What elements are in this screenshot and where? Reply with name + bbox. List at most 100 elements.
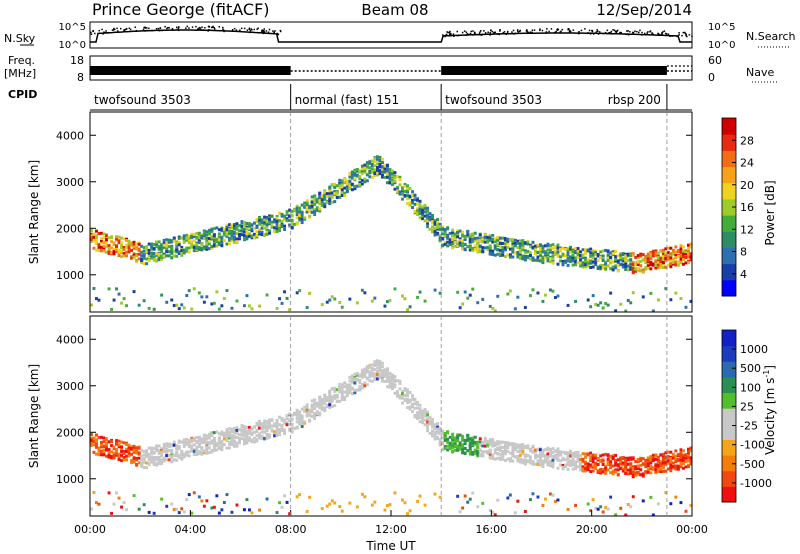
noise-search-point [678,32,680,34]
power-echo-cell [546,252,550,255]
noise-search-point [448,31,451,34]
velocity-echo-cell [160,447,164,451]
velocity-echo-cell [666,455,670,459]
power-echo-cell [205,230,209,234]
velocity-echo-cell [584,465,588,469]
velocity-echo-cell [666,467,670,471]
power-echo-cell [651,309,655,313]
noise-search-point [279,30,282,33]
noise-search-point [659,34,661,36]
noise-search-point [223,30,225,33]
velocity-echo-cell [684,457,688,461]
velocity-echo-cell [115,441,119,445]
power-echo-cell [160,243,164,247]
noise-search-point [678,34,680,36]
velocity-echo-cell [619,467,623,471]
power-echo-cell [481,297,485,301]
power-echo-cell [594,260,598,264]
velocity-echo-cell [323,398,327,402]
velocity-echo-cell [631,457,635,461]
noise-search-point [557,28,560,31]
power-echo-cell [202,230,206,234]
power-echo-cell [468,233,472,237]
power-echo-cell [626,264,630,268]
power-echo-cell [130,248,134,252]
power-echo-cell [611,268,615,272]
velocity-echo-cell [676,467,680,471]
velocity-echo-cell [483,439,487,443]
velocity-echo-cell [446,440,450,444]
power-echo-cell [110,240,114,244]
power-echo-cell [461,233,465,237]
power-echo-cell [468,248,472,252]
velocity-echo-cell [265,497,269,501]
power-echo-cell [604,302,608,305]
velocity-echo-cell [225,432,229,435]
velocity-echo-cell [320,407,324,411]
power-echo-cell [210,237,214,241]
velocity-echo-cell [491,510,495,514]
velocity-echo-cell [110,511,114,515]
power-echo-cell [313,199,317,203]
velocity-echo-cell [363,495,367,499]
frequency-label-line1: Freq. [8,54,35,67]
power-echo-cell [212,238,216,242]
velocity-echo-cell [571,457,575,461]
noise-search-point [479,31,481,33]
power-echo-cell [461,302,465,306]
power-echo-cell [674,245,678,249]
velocity-echo-cell [268,433,272,437]
velocity-echo-cell [606,457,610,461]
power-echo-cell [212,235,216,239]
velocity-echo-cell [564,458,568,462]
power-echo-cell [235,299,239,303]
noise-search-point [489,34,491,36]
colorbar-segment [722,345,736,362]
power-echo-cell [381,175,384,179]
velocity-echo-cell [115,449,119,452]
power-echo-cell [260,230,264,234]
velocity-echo-cell [222,437,226,441]
velocity-echo-cell [328,400,332,404]
velocity-echo-cell [506,442,510,445]
noise-search-point [249,29,252,32]
power-echo-cell [516,295,520,299]
power-echo-cell [140,244,144,248]
velocity-echo-cell [117,496,121,500]
velocity-scatter-cells [90,359,693,517]
power-echo-cell [308,291,312,295]
power-echo-cell [370,175,374,179]
velocity-echo-cell [569,452,573,456]
power-echo-cell [355,169,359,173]
power-echo-cell [162,245,166,249]
noise-search-point [662,31,664,33]
power-echo-cell [338,186,342,190]
power-echo-cell [521,241,525,245]
velocity-echo-cell [403,393,407,397]
velocity-echo-cell [664,455,668,459]
velocity-echo-cell [406,406,410,410]
velocity-echo-cell [345,386,349,390]
power-echo-cell [235,240,239,244]
velocity-echo-cell [461,445,465,449]
velocity-echo-cell [210,432,214,436]
noise-search-point [445,33,448,36]
power-echo-cell [160,293,164,297]
velocity-echo-cell [200,439,204,443]
noise-search-point [158,29,161,32]
power-echo-cell [383,170,387,173]
velocity-echo-cell [270,428,274,432]
power-echo-cell [373,168,377,172]
power-echo-cell [463,238,467,241]
power-echo-cell [102,241,106,245]
power-echo-cell [270,224,274,228]
velocity-echo-cell [566,451,570,455]
noise-search-point [526,32,529,35]
velocity-echo-cell [207,451,211,455]
velocity-echo-cell [393,391,397,395]
noise-search-point [222,26,224,29]
power-echo-cell [599,265,603,269]
noise-search-point [263,28,265,30]
